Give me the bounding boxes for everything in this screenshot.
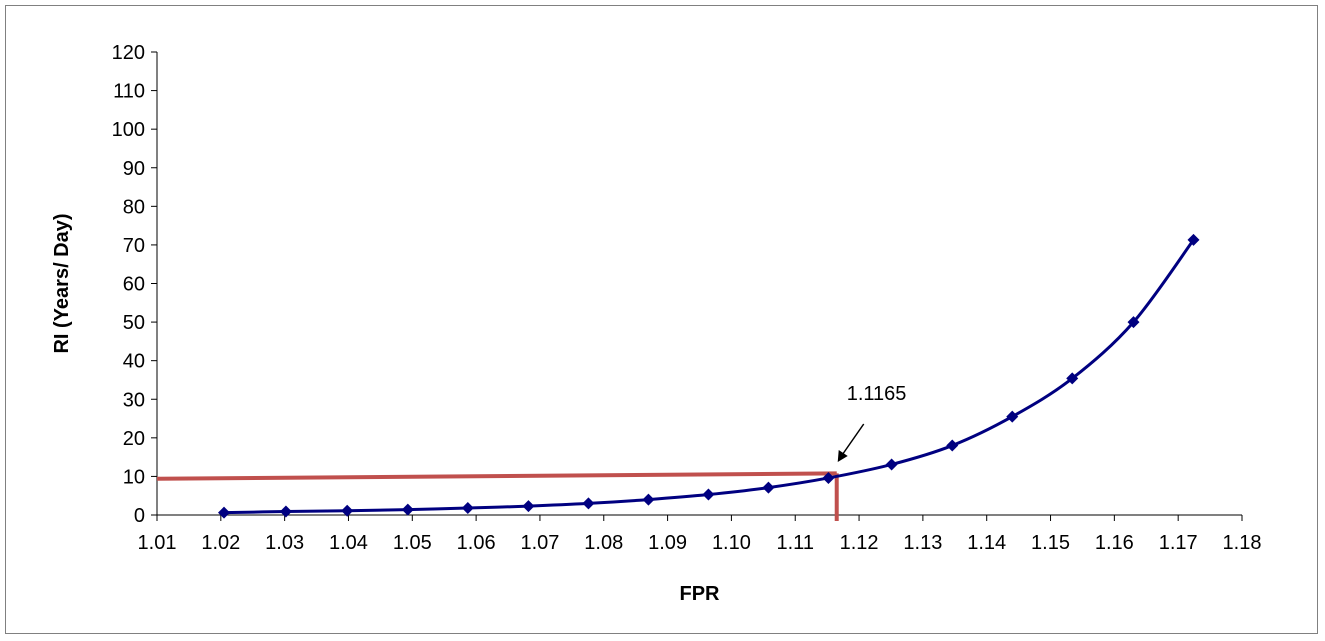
x-axis-title: FPR <box>680 583 721 605</box>
data-point <box>762 481 775 494</box>
data-point <box>1127 316 1140 329</box>
data-point <box>522 500 535 513</box>
x-tick-label: 1.03 <box>265 532 304 554</box>
y-tick-label: 0 <box>134 505 145 527</box>
annotation: 1.1165 <box>837 383 907 462</box>
data-point <box>279 505 292 518</box>
x-tick-label: 1.11 <box>777 532 814 554</box>
data-point <box>1066 372 1079 385</box>
y-tick-label: 70 <box>123 235 145 257</box>
x-tick-label: 1.06 <box>457 532 496 554</box>
y-tick-label: 60 <box>123 274 145 296</box>
data-point <box>401 503 414 516</box>
y-tick-label: 20 <box>123 428 145 450</box>
y-tick-label: 40 <box>123 351 145 373</box>
data-point <box>1187 233 1200 246</box>
y-tick-label: 120 <box>112 42 145 64</box>
x-tick-label: 1.14 <box>967 532 1006 554</box>
data-point <box>218 506 231 519</box>
x-tick-label: 1.05 <box>393 532 432 554</box>
data-point <box>702 488 715 501</box>
x-tick-label: 1.09 <box>648 532 687 554</box>
data-point <box>822 471 835 484</box>
data-point <box>946 439 959 452</box>
x-tick-label: 1.15 <box>1031 532 1070 554</box>
x-tick-label: 1.07 <box>520 532 559 554</box>
x-tick-label: 1.10 <box>712 532 751 554</box>
reference-horizontal-line <box>156 471 837 481</box>
x-tick-label: 1.12 <box>840 532 879 554</box>
y-tick-label: 100 <box>112 119 145 141</box>
annotation-arrow-line <box>840 423 865 458</box>
data-point <box>1006 410 1019 423</box>
y-tick-label: 50 <box>123 312 145 334</box>
y-tick-label: 110 <box>113 81 145 103</box>
annotation-arrow-head <box>837 450 848 462</box>
x-tick-label: 1.01 <box>138 532 177 554</box>
chart-frame <box>5 5 1318 634</box>
y-tick-label: 10 <box>123 466 145 488</box>
y-tick-label: 80 <box>123 196 145 218</box>
plot-area <box>218 233 1200 519</box>
series-line <box>223 239 1195 515</box>
y-tick-label: 30 <box>123 389 145 411</box>
x-tick-label: 1.08 <box>584 532 623 554</box>
data-point <box>582 497 595 510</box>
data-point <box>461 502 474 515</box>
x-tick-label: 1.13 <box>903 532 942 554</box>
data-point <box>341 504 354 517</box>
data-point <box>885 458 898 471</box>
reference-lines <box>156 471 839 521</box>
axes: 0 10 20 30 40 50 60 70 80 90 100 110 120 1.01 1.02 1.03… <box>112 42 1262 554</box>
x-tick-label: 1.02 <box>201 532 240 554</box>
y-axis-title: RI (Years/ Day) <box>51 213 73 353</box>
x-tick-label: 1.17 <box>1159 532 1198 554</box>
data-point <box>642 493 655 506</box>
x-tick-label: 1.16 <box>1095 532 1134 554</box>
x-tick-label: 1.04 <box>329 532 368 554</box>
annotation-label: 1.1165 <box>847 383 907 405</box>
y-tick-label: 90 <box>123 158 145 180</box>
x-tick-label: 1.18 <box>1223 532 1262 554</box>
